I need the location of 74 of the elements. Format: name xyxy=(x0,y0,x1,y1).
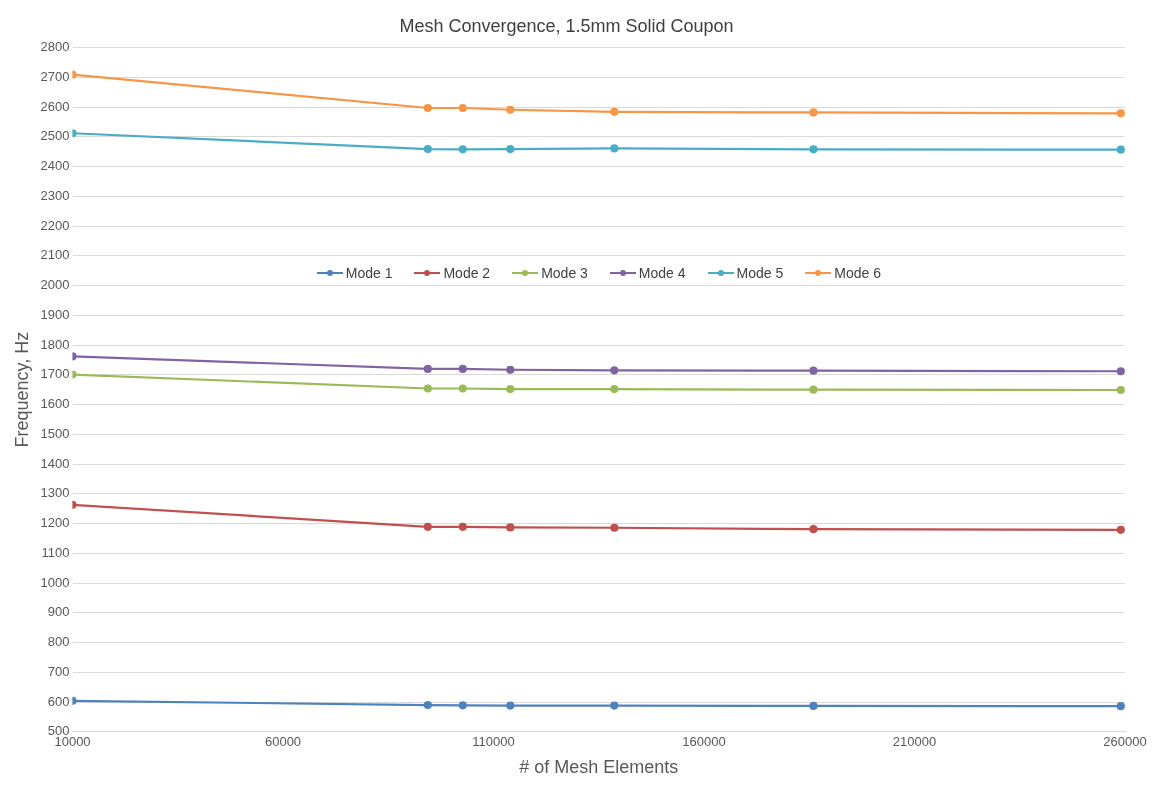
y-tick-label: 1200 xyxy=(40,515,70,531)
legend-label: Mode 5 xyxy=(736,265,784,282)
y-tick-label: 1700 xyxy=(40,366,70,382)
point xyxy=(809,366,818,375)
point xyxy=(423,700,432,710)
x-tick-label: 10000 xyxy=(54,734,91,750)
point xyxy=(1116,525,1125,534)
legend-label: Mode 1 xyxy=(345,265,393,282)
x-tick-label: 110000 xyxy=(472,734,515,750)
chart-title: Mesh Convergence, 1.5mm Solid Coupon xyxy=(399,15,734,36)
y-tick-label: 1800 xyxy=(40,336,70,352)
y-tick-label: 2000 xyxy=(40,277,70,293)
point xyxy=(809,145,818,154)
y-axis-title: Frequency, Hz xyxy=(11,331,32,448)
x-tick-label: 260000 xyxy=(1103,734,1147,750)
point xyxy=(610,144,619,153)
point xyxy=(1116,367,1125,376)
point xyxy=(506,701,515,710)
point xyxy=(809,525,818,534)
point xyxy=(506,365,515,374)
y-tick-label: 2800 xyxy=(40,39,70,55)
y-tick-label: 2700 xyxy=(40,68,70,84)
point xyxy=(1116,109,1125,118)
y-tick-label: 700 xyxy=(47,663,70,679)
point xyxy=(506,523,515,532)
point xyxy=(610,385,619,394)
x-tick-label: 60000 xyxy=(264,734,302,750)
y-tick-label: 2400 xyxy=(40,158,70,174)
point xyxy=(506,105,515,114)
y-tick-label: 1900 xyxy=(40,306,70,322)
point xyxy=(423,384,432,393)
y-tick-label: 2100 xyxy=(40,247,70,263)
y-tick-label: 1100 xyxy=(41,544,70,560)
point xyxy=(423,364,432,373)
point xyxy=(458,145,467,154)
legend-label: Mode 2 xyxy=(443,265,491,282)
point xyxy=(458,522,467,531)
point xyxy=(610,366,619,375)
point xyxy=(423,103,432,113)
point xyxy=(506,144,515,154)
y-tick-label: 2500 xyxy=(40,128,70,144)
legend-label: Mode 4 xyxy=(638,265,686,282)
point xyxy=(423,144,432,154)
y-tick-label: 2200 xyxy=(40,217,70,233)
point xyxy=(1116,702,1125,711)
y-tick-label: 2300 xyxy=(40,187,70,203)
legend-label: Mode 3 xyxy=(541,265,588,282)
point xyxy=(610,523,619,532)
x-tick-label: 160000 xyxy=(682,734,726,750)
point xyxy=(809,385,818,394)
point xyxy=(610,701,619,710)
point xyxy=(809,701,818,711)
x-tick-label: 210000 xyxy=(892,734,937,750)
x-axis-title: # of Mesh Elements xyxy=(519,757,679,778)
y-tick-label: 1300 xyxy=(40,485,70,501)
legend-label: Mode 6 xyxy=(834,265,881,282)
point xyxy=(1116,385,1125,395)
point xyxy=(809,108,818,117)
y-tick-label: 900 xyxy=(47,604,70,620)
y-tick-label: 1600 xyxy=(40,396,70,412)
y-tick-label: 800 xyxy=(47,634,70,650)
y-tick-label: 2600 xyxy=(40,98,70,114)
y-tick-label: 600 xyxy=(47,693,70,709)
point xyxy=(506,385,515,394)
point xyxy=(458,701,467,710)
point xyxy=(458,384,467,393)
y-tick-label: 1000 xyxy=(40,574,70,590)
point xyxy=(1116,145,1125,154)
point xyxy=(458,364,467,373)
y-tick-label: 1400 xyxy=(40,455,70,471)
point xyxy=(610,107,619,116)
y-tick-label: 1500 xyxy=(40,425,70,441)
point xyxy=(423,522,432,531)
point xyxy=(458,103,467,113)
